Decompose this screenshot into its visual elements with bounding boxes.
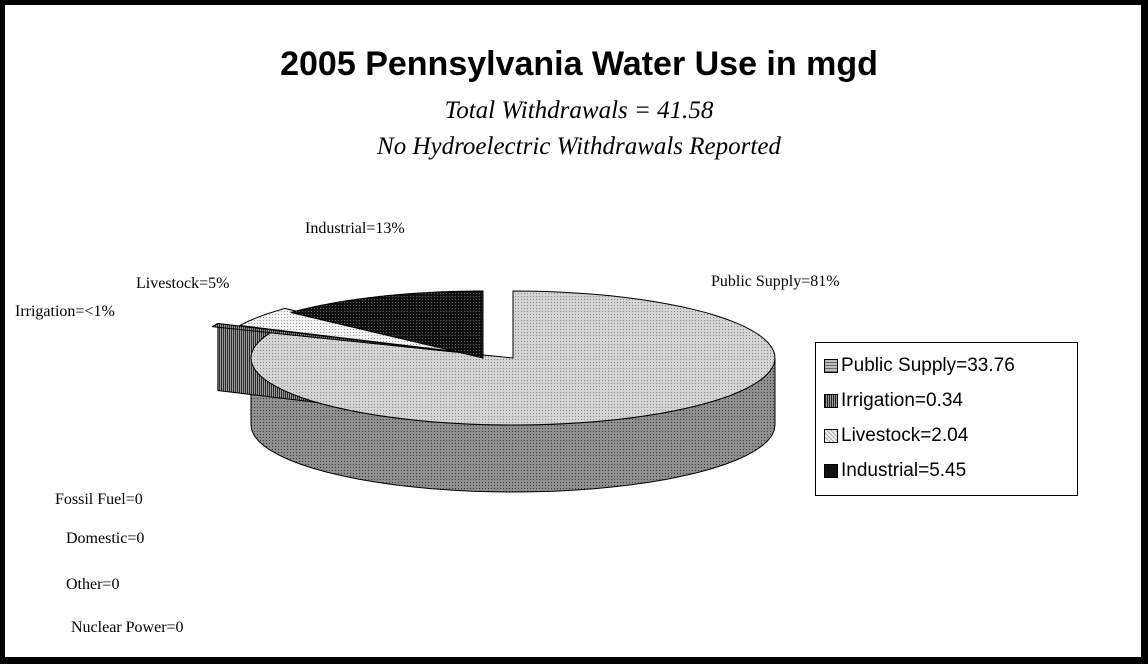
chart-title: 2005 Pennsylvania Water Use in mgd <box>280 45 878 83</box>
chart-subtitle-note: No Hydroelectric Withdrawals Reported <box>377 133 781 160</box>
legend-item-industrial: Industrial=5.45 <box>824 457 966 485</box>
legend-swatch-industrial <box>824 464 838 478</box>
pie-chart <box>212 290 776 493</box>
pie-slice-public-supply <box>250 290 776 426</box>
pie-slice-irrigation <box>212 323 456 353</box>
pie-slice-industrial <box>290 290 484 359</box>
legend-swatch-irrigation <box>824 394 838 408</box>
legend-label-irrigation: Irrigation=0.34 <box>841 390 963 411</box>
label-domestic: Domestic=0 <box>66 530 145 547</box>
label-other: Other=0 <box>66 576 120 593</box>
legend-item-livestock: Livestock=2.04 <box>824 422 968 450</box>
legend-item-public-supply: Public Supply=33.76 <box>824 352 1015 380</box>
label-nuclear-power: Nuclear Power=0 <box>71 619 184 636</box>
label-fossil-fuel: Fossil Fuel=0 <box>55 491 143 508</box>
pie-label-livestock: Livestock=5% <box>136 275 230 292</box>
legend-swatch-livestock <box>824 429 838 443</box>
legend-swatch-public-supply <box>824 359 838 373</box>
pie-label-public-supply: Public Supply=81% <box>711 273 840 290</box>
pie-label-industrial: Industrial=13% <box>305 220 405 237</box>
chart-legend: Public Supply=33.76 Irrigation=0.34 Live… <box>815 342 1078 496</box>
legend-label-industrial: Industrial=5.45 <box>841 460 967 481</box>
chart-subtitle-total: Total Withdrawals = 41.58 <box>444 97 714 124</box>
pie-label-irrigation: Irrigation=<1% <box>15 303 115 320</box>
legend-item-irrigation: Irrigation=0.34 <box>824 387 963 415</box>
legend-label-public-supply: Public Supply=33.76 <box>841 355 1015 376</box>
legend-label-livestock: Livestock=2.04 <box>841 425 969 446</box>
